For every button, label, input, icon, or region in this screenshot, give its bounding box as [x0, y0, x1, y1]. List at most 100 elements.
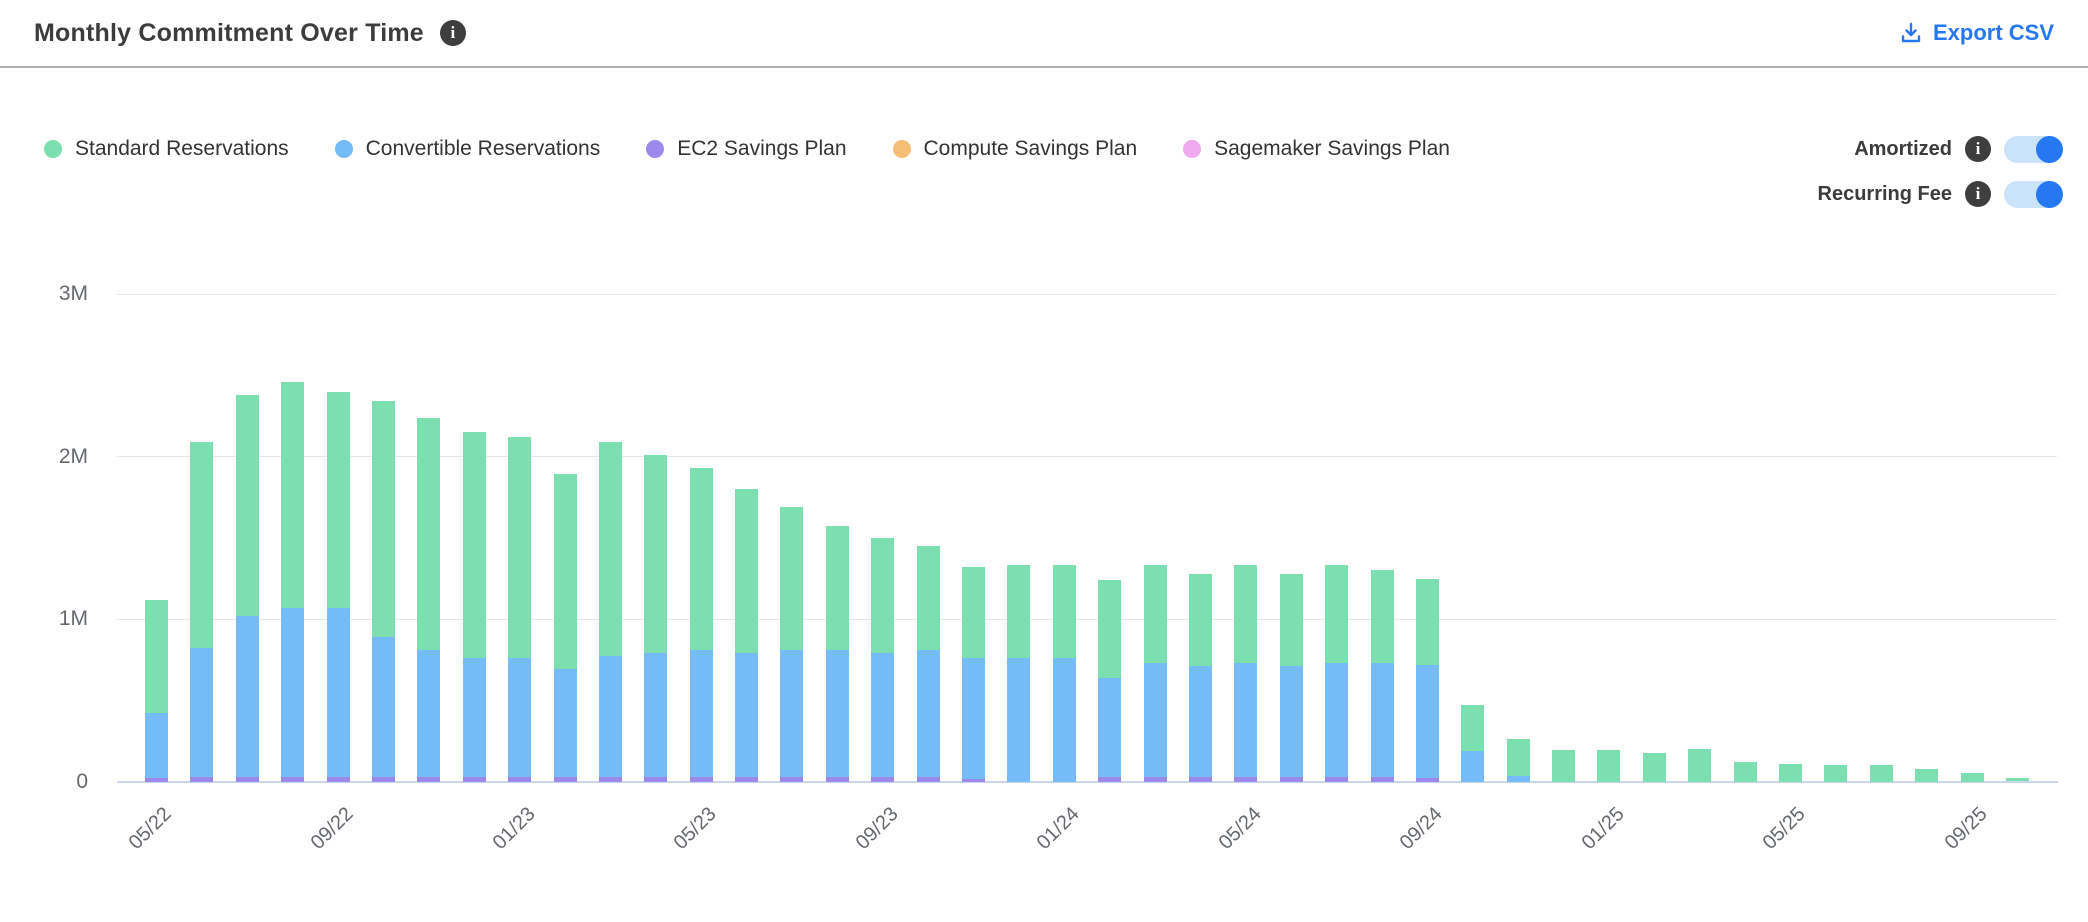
bar-segment-standard-reservations[interactable]	[1869, 765, 1893, 782]
bar-segment-standard-reservations[interactable]	[326, 391, 350, 608]
bar-segment-ec2-savings-plan[interactable]	[1279, 777, 1303, 782]
bar-segment-ec2-savings-plan[interactable]	[326, 776, 350, 782]
legend-item-compute-savings-plan[interactable]: Compute Savings Plan	[892, 134, 1137, 164]
bar-segment-standard-reservations[interactable]	[780, 506, 804, 650]
bar-segment-ec2-savings-plan[interactable]	[644, 776, 668, 782]
bar-segment-ec2-savings-plan[interactable]	[598, 776, 622, 782]
bar-segment-convertible-reservations[interactable]	[1415, 665, 1439, 779]
bar-segment-convertible-reservations[interactable]	[508, 658, 532, 777]
bar-segment-standard-reservations[interactable]	[1597, 749, 1621, 782]
bar-segment-standard-reservations[interactable]	[1143, 565, 1167, 663]
bar-segment-convertible-reservations[interactable]	[417, 649, 441, 777]
bar-segment-standard-reservations[interactable]	[1642, 753, 1666, 782]
bar-segment-ec2-savings-plan[interactable]	[281, 776, 305, 782]
bar-segment-ec2-savings-plan[interactable]	[962, 779, 986, 782]
bar-segment-convertible-reservations[interactable]	[644, 653, 668, 777]
bar-segment-standard-reservations[interactable]	[689, 467, 713, 650]
amortized-info-icon[interactable]: i	[1965, 136, 1991, 162]
bar-segment-ec2-savings-plan[interactable]	[1143, 777, 1167, 782]
bar-segment-ec2-savings-plan[interactable]	[462, 776, 486, 782]
bar-segment-convertible-reservations[interactable]	[1007, 658, 1031, 782]
bar-segment-ec2-savings-plan[interactable]	[689, 776, 713, 782]
bar-segment-ec2-savings-plan[interactable]	[1188, 777, 1212, 782]
bar-segment-convertible-reservations[interactable]	[281, 607, 305, 777]
bar-segment-standard-reservations[interactable]	[462, 432, 486, 658]
bar-segment-convertible-reservations[interactable]	[1188, 666, 1212, 778]
bar-segment-standard-reservations[interactable]	[962, 567, 986, 658]
bar-segment-convertible-reservations[interactable]	[1052, 658, 1076, 782]
bar-segment-ec2-savings-plan[interactable]	[780, 776, 804, 782]
bar-segment-standard-reservations[interactable]	[1915, 769, 1939, 782]
legend-item-standard-reservations[interactable]: Standard Reservations	[44, 134, 289, 164]
bar-segment-ec2-savings-plan[interactable]	[190, 776, 214, 782]
bar-segment-standard-reservations[interactable]	[1234, 565, 1258, 663]
recurring-fee-toggle[interactable]	[2004, 180, 2063, 208]
bar-segment-ec2-savings-plan[interactable]	[1325, 777, 1349, 782]
bar-segment-standard-reservations[interactable]	[598, 441, 622, 657]
bar-segment-ec2-savings-plan[interactable]	[553, 776, 577, 782]
bar-segment-standard-reservations[interactable]	[1733, 762, 1757, 782]
bar-segment-ec2-savings-plan[interactable]	[508, 776, 532, 782]
bar-segment-convertible-reservations[interactable]	[871, 653, 895, 777]
bar-segment-standard-reservations[interactable]	[1370, 570, 1394, 663]
bar-segment-convertible-reservations[interactable]	[689, 649, 713, 777]
bar-segment-standard-reservations[interactable]	[1960, 773, 1984, 782]
bar-segment-ec2-savings-plan[interactable]	[371, 776, 395, 782]
bar-segment-convertible-reservations[interactable]	[326, 607, 350, 777]
title-info-icon[interactable]: i	[439, 20, 466, 46]
bar-segment-standard-reservations[interactable]	[145, 599, 168, 714]
bar-segment-ec2-savings-plan[interactable]	[735, 776, 759, 782]
bar-segment-convertible-reservations[interactable]	[598, 656, 622, 777]
bar-segment-convertible-reservations[interactable]	[1325, 662, 1349, 778]
bar-segment-convertible-reservations[interactable]	[553, 669, 577, 777]
amortized-toggle[interactable]	[2004, 135, 2063, 163]
bar-segment-standard-reservations[interactable]	[2005, 777, 2029, 782]
bar-segment-convertible-reservations[interactable]	[962, 658, 986, 780]
bar-segment-standard-reservations[interactable]	[825, 526, 849, 650]
bar-segment-standard-reservations[interactable]	[871, 537, 895, 654]
bar-segment-ec2-savings-plan[interactable]	[417, 776, 441, 782]
bar-segment-standard-reservations[interactable]	[1325, 565, 1349, 663]
bar-segment-standard-reservations[interactable]	[235, 394, 259, 616]
bar-segment-ec2-savings-plan[interactable]	[145, 778, 168, 782]
bar-segment-ec2-savings-plan[interactable]	[871, 776, 895, 782]
bar-segment-ec2-savings-plan[interactable]	[916, 776, 940, 782]
bar-segment-convertible-reservations[interactable]	[145, 713, 168, 779]
bar-segment-standard-reservations[interactable]	[190, 441, 214, 649]
recurring-fee-info-icon[interactable]: i	[1965, 181, 1991, 207]
bar-segment-standard-reservations[interactable]	[916, 545, 940, 650]
bar-segment-convertible-reservations[interactable]	[780, 649, 804, 777]
bar-segment-standard-reservations[interactable]	[1188, 573, 1212, 667]
bar-segment-ec2-savings-plan[interactable]	[235, 776, 259, 782]
bar-segment-ec2-savings-plan[interactable]	[1415, 778, 1439, 782]
bar-segment-standard-reservations[interactable]	[1098, 580, 1122, 678]
bar-segment-ec2-savings-plan[interactable]	[1098, 777, 1122, 782]
bar-segment-standard-reservations[interactable]	[1506, 739, 1530, 776]
bar-segment-standard-reservations[interactable]	[1824, 765, 1848, 782]
legend-item-sagemaker-savings-plan[interactable]: Sagemaker Savings Plan	[1183, 134, 1450, 164]
bar-segment-standard-reservations[interactable]	[735, 489, 759, 654]
bar-segment-standard-reservations[interactable]	[1552, 749, 1576, 782]
bar-segment-convertible-reservations[interactable]	[1370, 662, 1394, 778]
bar-segment-standard-reservations[interactable]	[1007, 565, 1031, 658]
bar-segment-standard-reservations[interactable]	[553, 474, 577, 670]
bar-segment-standard-reservations[interactable]	[371, 401, 395, 637]
export-csv-button[interactable]: Export CSV	[1899, 20, 2054, 46]
bar-segment-standard-reservations[interactable]	[1415, 579, 1439, 666]
bar-segment-standard-reservations[interactable]	[417, 417, 441, 650]
bar-segment-standard-reservations[interactable]	[644, 454, 668, 654]
bar-segment-convertible-reservations[interactable]	[190, 648, 214, 777]
bar-segment-convertible-reservations[interactable]	[1461, 750, 1485, 782]
legend-item-ec2-savings-plan[interactable]: EC2 Savings Plan	[646, 134, 847, 164]
bar-segment-convertible-reservations[interactable]	[735, 653, 759, 777]
bar-segment-convertible-reservations[interactable]	[916, 649, 940, 777]
bar-segment-ec2-savings-plan[interactable]	[1234, 777, 1258, 782]
bar-segment-convertible-reservations[interactable]	[1279, 666, 1303, 778]
bar-segment-standard-reservations[interactable]	[1779, 763, 1803, 782]
bar-segment-convertible-reservations[interactable]	[235, 615, 259, 777]
bar-segment-standard-reservations[interactable]	[1052, 565, 1076, 658]
bar-segment-convertible-reservations[interactable]	[1234, 662, 1258, 778]
bar-segment-standard-reservations[interactable]	[281, 381, 305, 608]
bar-segment-standard-reservations[interactable]	[1688, 749, 1712, 782]
bar-segment-ec2-savings-plan[interactable]	[825, 776, 849, 782]
